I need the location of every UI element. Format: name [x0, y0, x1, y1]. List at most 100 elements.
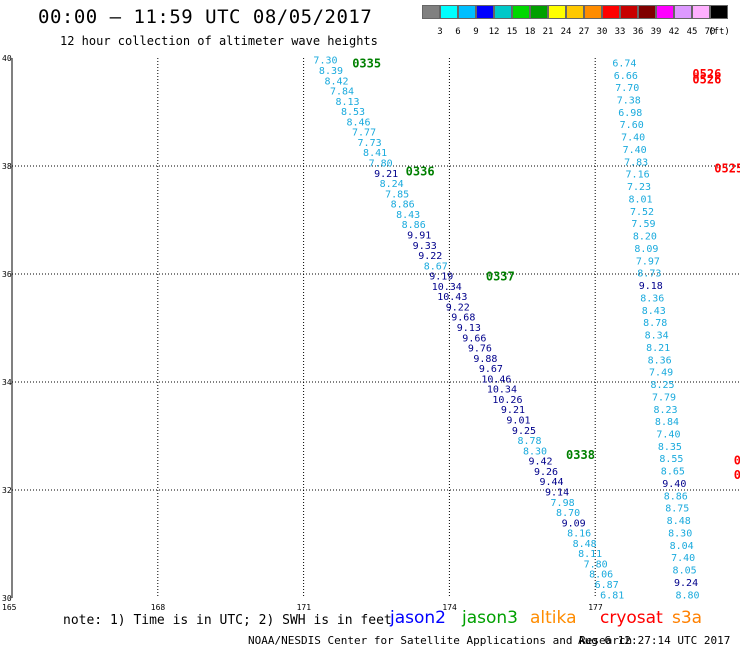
- swh-data-label: 8.86: [664, 491, 688, 502]
- legend-item-jason3: jason3: [462, 608, 518, 628]
- swh-data-label: 9.09: [562, 518, 586, 529]
- swh-data-label: 8.75: [665, 504, 689, 515]
- colorbar-swatch: [620, 5, 638, 19]
- swh-data-label: 9.14: [545, 487, 569, 498]
- swh-data-label: 8.30: [668, 528, 692, 539]
- note-text: note: 1) Time is in UTC; 2) SWH is in fe…: [63, 613, 392, 628]
- colorbar-label: 9: [473, 27, 479, 37]
- legend-item-s3a: s3a: [672, 608, 703, 628]
- swh-data-label: 7.84: [330, 87, 354, 98]
- swh-data-label: 8.23: [653, 405, 677, 416]
- swh-data-label: 8.86: [391, 200, 415, 211]
- colorbar-label: 33: [614, 27, 626, 37]
- swh-data-label: 8.05: [673, 566, 697, 577]
- colorbar-swatch: [512, 5, 530, 19]
- swh-data-label: 10.26: [492, 395, 522, 406]
- swh-data-label: 8.53: [341, 107, 365, 118]
- swh-data-label: 8.48: [573, 539, 597, 550]
- swh-data-label: 8.13: [335, 97, 359, 108]
- swh-data-label: 9.44: [540, 477, 564, 488]
- pass-time-label: 0337: [486, 270, 515, 284]
- colorbar-label: 42: [668, 27, 680, 37]
- colorbar-swatch: [710, 5, 728, 19]
- x-tick-label: 174: [442, 603, 457, 612]
- swh-data-label: 7.98: [551, 498, 575, 509]
- swh-data-label: 7.83: [624, 157, 648, 168]
- swh-data-label: 8.06: [589, 570, 613, 581]
- colorbar-label: 12: [488, 27, 500, 37]
- swh-data-label: 8.20: [633, 232, 657, 243]
- swh-data-label: 8.39: [319, 66, 343, 77]
- swh-data-label: 8.36: [640, 293, 664, 304]
- swh-data-label: 7.60: [620, 120, 644, 131]
- colorbar-label: (ft): [708, 27, 730, 37]
- swh-data-label: 8.78: [517, 436, 541, 447]
- swh-data-label: 6.66: [614, 71, 638, 82]
- colorbar-label: 15: [506, 27, 518, 37]
- swh-data-label: 7.52: [630, 207, 654, 218]
- swh-data-label: 7.70: [615, 83, 639, 94]
- swh-data-label: 9.01: [506, 416, 530, 427]
- swh-data-label: 7.38: [617, 96, 641, 107]
- swh-data-label: 8.01: [628, 194, 652, 205]
- swh-data-label: 8.42: [324, 76, 348, 87]
- swh-data-label: 9.42: [528, 457, 552, 468]
- swh-data-label: 7.80: [584, 559, 608, 570]
- swh-data-label: 9.91: [407, 230, 431, 241]
- swh-data-label: 8.78: [643, 318, 667, 329]
- swh-data-label: 8.34: [645, 331, 669, 342]
- swh-data-label: 6.98: [618, 108, 642, 119]
- colorbar-label: 6: [455, 27, 461, 37]
- swh-data-label: 7.30: [313, 56, 337, 67]
- generated-timestamp: Aug 6 12:27:14 UTC 2017: [578, 634, 731, 647]
- swh-data-label: 7.16: [626, 170, 650, 181]
- colorbar-swatch: [656, 5, 674, 19]
- swh-data-label: 8.46: [347, 117, 371, 128]
- page-subtitle: 12 hour collection of altimeter wave hei…: [60, 34, 378, 48]
- swh-data-label: 9.66: [462, 333, 486, 344]
- y-tick-label: 30: [2, 594, 12, 603]
- colorbar-label: 18: [524, 27, 536, 37]
- swh-data-label: 7.49: [649, 368, 673, 379]
- swh-data-label: 8.67: [424, 261, 448, 272]
- legend-item-altika: altika: [530, 608, 577, 628]
- y-tick-label: 38: [2, 162, 12, 171]
- colorbar-swatch: [530, 5, 548, 19]
- swh-data-label: 10.34: [432, 282, 462, 293]
- colorbar-swatch: [440, 5, 458, 19]
- colorbar-label: 45: [686, 27, 698, 37]
- swh-data-label: 8.73: [637, 269, 661, 280]
- colorbar-label: 70: [704, 27, 716, 37]
- swh-data-label: 8.11: [578, 549, 602, 560]
- colorbar-label: 21: [542, 27, 554, 37]
- swh-data-label: 7.77: [352, 128, 376, 139]
- x-tick-label: 165: [2, 603, 17, 612]
- swh-data-label: 8.65: [661, 467, 685, 478]
- swh-data-label: 7.97: [636, 256, 660, 267]
- swh-data-label: 9.22: [446, 302, 470, 313]
- swh-data-label: 8.25: [651, 380, 675, 391]
- swh-data-label: 7.23: [627, 182, 651, 193]
- colorbar-swatch: [674, 5, 692, 19]
- swh-data-label: 6.74: [612, 58, 636, 69]
- swh-data-label: 7.59: [631, 219, 655, 230]
- swh-data-label: 10.34: [487, 385, 517, 396]
- colorbar-swatch: [494, 5, 512, 19]
- pass-time-label: 0526: [692, 73, 721, 87]
- y-tick-label: 36: [2, 270, 12, 279]
- swh-data-label: 9.25: [512, 426, 536, 437]
- swh-data-label: 9.68: [451, 313, 475, 324]
- colorbar-swatch: [548, 5, 566, 19]
- swh-data-label: 9.19: [429, 272, 453, 283]
- legend-item-cryosat: cryosat: [600, 608, 663, 628]
- swh-data-label: 8.30: [523, 446, 547, 457]
- colorbar-swatch: [476, 5, 494, 19]
- swh-data-label: 9.24: [674, 578, 698, 589]
- swh-data-label: 8.35: [658, 442, 682, 453]
- colorbar-label: 24: [560, 27, 572, 37]
- swh-data-label: 9.67: [479, 364, 503, 375]
- colorbar-swatch: [422, 5, 440, 19]
- colorbar-swatch: [584, 5, 602, 19]
- swh-data-label: 8.36: [648, 355, 672, 366]
